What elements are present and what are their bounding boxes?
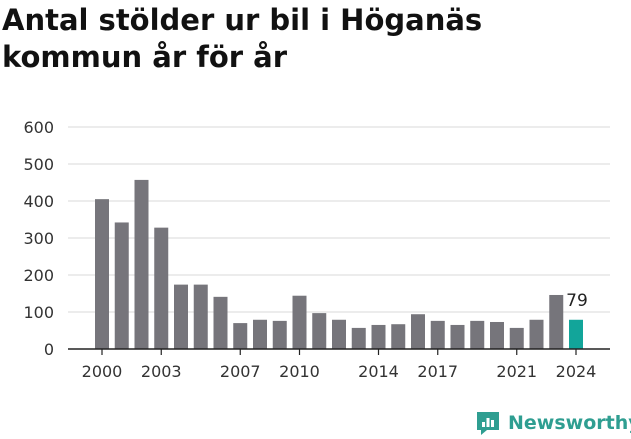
bar — [371, 324, 386, 349]
bar — [95, 199, 109, 349]
y-axis-tick-labels: 0 100 200 300 400 500 600 — [23, 118, 54, 359]
bar — [332, 319, 346, 349]
highlight-value-label: 79 — [566, 291, 588, 311]
bar — [312, 313, 327, 349]
chart-title: Antal stölder ur bil i Höganäs kommun år… — [2, 3, 483, 74]
y-tick-label: 0 — [44, 340, 54, 359]
bar — [549, 294, 564, 349]
bar — [233, 323, 248, 349]
y-tick-label: 300 — [23, 229, 54, 248]
bar — [490, 321, 504, 349]
bar — [272, 320, 287, 349]
bar — [509, 327, 524, 349]
y-tick-label: 200 — [23, 266, 54, 285]
bars — [95, 179, 583, 349]
grid-lines — [68, 126, 610, 350]
bar-highlight — [569, 319, 583, 349]
x-axis: 2000 2003 2007 2010 2014 2017 2021 2024 — [68, 348, 610, 381]
y-tick-label: 600 — [23, 118, 54, 137]
brand-name: Newsworthy — [508, 412, 631, 434]
x-tick-label: 2010 — [279, 362, 320, 381]
x-tick-label: 2003 — [141, 362, 182, 381]
bar — [253, 319, 267, 349]
bar — [114, 222, 129, 349]
bar — [529, 319, 544, 349]
x-tick-label: 2024 — [556, 362, 597, 381]
bar — [213, 296, 228, 349]
x-tick-label: 2017 — [417, 362, 458, 381]
annotations: 79 — [566, 291, 588, 311]
bar — [134, 179, 149, 349]
bar — [174, 284, 188, 349]
x-tick-label: 2014 — [358, 362, 399, 381]
newsworthy-brand[interactable]: Newsworthy — [474, 408, 631, 438]
bar — [292, 295, 307, 349]
y-tick-label: 500 — [23, 155, 54, 174]
bar — [154, 227, 169, 349]
x-tick-label: 2007 — [220, 362, 261, 381]
bar — [470, 320, 485, 349]
bar — [430, 320, 445, 349]
x-tick-label: 2000 — [82, 362, 123, 381]
bar — [450, 324, 465, 349]
x-tick-label: 2021 — [496, 362, 537, 381]
bar — [411, 314, 425, 349]
y-tick-label: 100 — [23, 303, 54, 322]
y-tick-label: 400 — [23, 192, 54, 211]
bar — [193, 284, 208, 349]
bar — [391, 324, 406, 349]
bar — [351, 327, 366, 349]
newsworthy-logo-icon — [477, 412, 499, 435]
